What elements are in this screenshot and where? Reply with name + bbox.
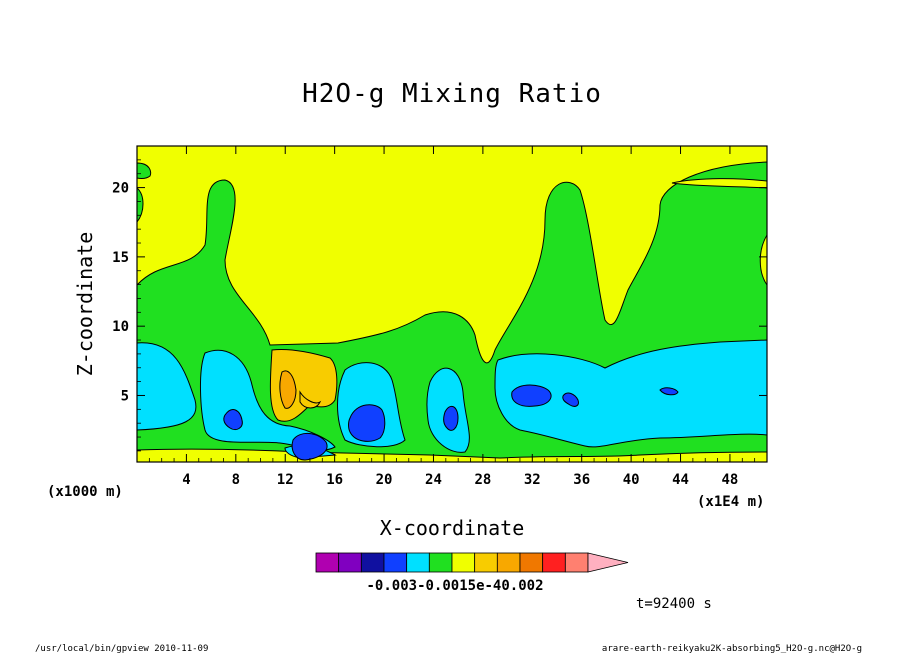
colorbar-swatch <box>428 552 453 573</box>
x-axis-label: X-coordinate <box>380 516 525 540</box>
colorbar-swatch <box>519 552 544 573</box>
x-tick-label: 12 <box>277 472 294 488</box>
colorbar-swatch <box>360 552 385 573</box>
contour-green-top-left <box>137 162 152 179</box>
contour-blue-14 <box>291 433 328 461</box>
time-label: t=92400 s <box>636 596 712 612</box>
x-tick-label: 36 <box>573 472 590 488</box>
x-axis: 4 8 12 16 20 24 28 32 36 40 44 48 <box>148 146 756 488</box>
x-tick-label: 20 <box>376 472 393 488</box>
y-tick-label: 5 <box>121 388 129 404</box>
y-tick-label: 20 <box>112 181 129 197</box>
y-axis: 5 10 15 20 <box>112 159 767 452</box>
colorbar-swatch <box>496 552 521 573</box>
colorbar-label-1: -0.003 <box>366 578 417 594</box>
y-tick-label: 15 <box>112 250 129 266</box>
x-tick-label: 4 <box>182 472 190 488</box>
colorbar-swatch <box>315 552 340 573</box>
x-tick-label: 28 <box>474 472 491 488</box>
contour-blue-8 <box>223 409 243 431</box>
contour-field <box>137 146 767 462</box>
colorbar-label-2: -0.0015e-4 <box>417 578 501 594</box>
colorbar-swatch <box>474 552 498 573</box>
chart-title: H2O-g Mixing Ratio <box>302 79 602 109</box>
x-unit-label: (x1E4 m) <box>697 494 764 510</box>
x-tick-label: 44 <box>672 472 689 488</box>
contour-blue-35 <box>562 392 579 407</box>
contour-cyan-right <box>494 339 767 448</box>
colorbar-swatch <box>383 552 408 573</box>
x-tick-label: 32 <box>524 472 541 488</box>
contour-blue-25 <box>443 405 459 431</box>
contour-orange-second <box>299 390 322 409</box>
colorbar-swatch <box>338 552 362 573</box>
y-unit-label: (x1000 m) <box>47 484 123 500</box>
x-tick-label: 24 <box>425 472 442 488</box>
x-tick-label: 16 <box>326 472 343 488</box>
contour-yellow-upper-right <box>671 178 767 189</box>
y-tick-label: 10 <box>112 319 129 335</box>
colorbar-swatch <box>542 552 566 573</box>
x-tick-label: 8 <box>232 472 240 488</box>
y-axis-label: Z-coordinate <box>73 232 97 377</box>
colorbar-swatch <box>451 552 476 573</box>
x-tick-label: 48 <box>722 472 739 488</box>
colorbar-labels: -0.003-0.0015e-40.002 <box>366 578 543 594</box>
footer-left: /usr/local/bin/gpview 2010-11-09 <box>35 644 208 654</box>
contour-blue-43 <box>659 387 679 396</box>
colorbar <box>315 552 629 573</box>
plot-frame <box>136 145 768 463</box>
x-tick-label: 40 <box>623 472 640 488</box>
colorbar-label-3: 0.002 <box>501 578 543 594</box>
contour-blue-19 <box>348 404 386 442</box>
contour-orange-core <box>279 370 297 409</box>
colorbar-swatch <box>406 552 430 573</box>
colorbar-arrow <box>587 552 629 573</box>
contour-blue-32 <box>511 384 552 407</box>
footer-right: arare-earth-reikyaku2K-absorbing5_H2O-g.… <box>602 644 862 654</box>
contour-cyan-left <box>137 342 336 451</box>
colorbar-swatch <box>564 552 589 573</box>
